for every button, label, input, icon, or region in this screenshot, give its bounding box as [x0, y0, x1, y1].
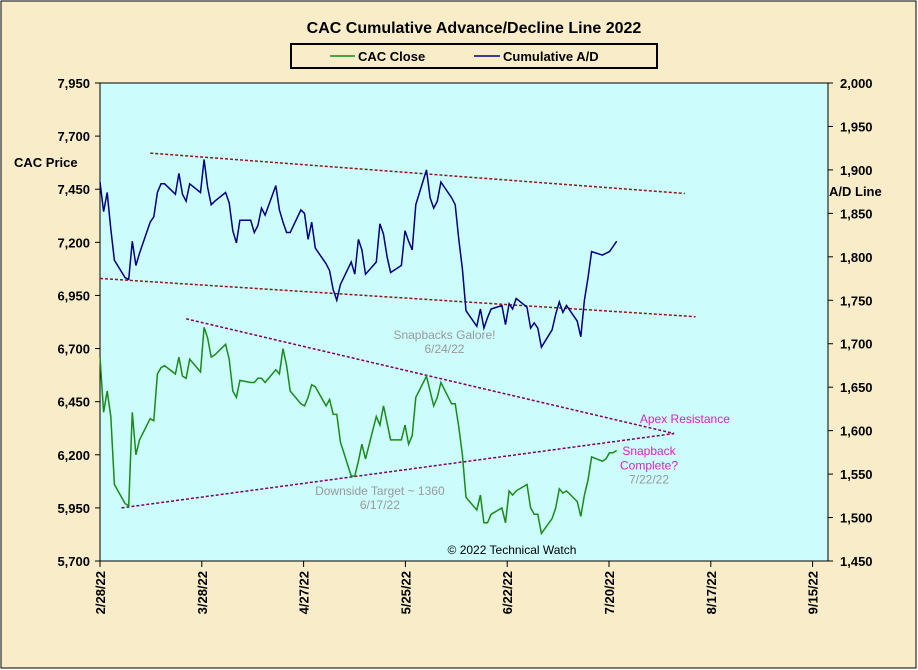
legend: CAC Close Cumulative A/D: [290, 43, 658, 69]
right-tick-label: 1,700: [840, 337, 873, 352]
left-tick-label: 7,700: [57, 129, 90, 144]
annotation-5: Complete?: [620, 459, 678, 473]
right-tick-label: 1,450: [840, 554, 873, 569]
plot-area: [99, 82, 829, 562]
right-axis: 1,450 1,500 1,550 1,600 1,650 1,700 1,750 1,800…: [828, 76, 873, 569]
annotations: Snapbacks Galore!6/24/22 Apex Resistance S…: [315, 328, 730, 512]
right-tick-label: 1,900: [840, 163, 873, 178]
trendline-1: [150, 152, 685, 195]
annotation-2: 6/24/22: [424, 342, 464, 356]
left-tick-label: 6,950: [57, 288, 90, 303]
right-tick-label: 1,950: [840, 119, 873, 134]
series-layer: [99, 159, 618, 536]
x-tick-label: 4/27/22: [297, 571, 312, 614]
annotation-1: Snapbacks Galore!: [393, 328, 495, 342]
x-tick-label: 3/28/22: [195, 571, 210, 614]
x-tick-label: 8/17/22: [704, 571, 719, 614]
annotation-4: Snapback: [622, 444, 676, 458]
x-tick-label: 6/22/22: [500, 571, 515, 614]
left-tick-label: 5,700: [57, 554, 90, 569]
right-tick-label: 1,550: [840, 467, 873, 482]
left-tick-label: 7,200: [57, 235, 90, 250]
chart-title: CAC Cumulative Advance/Decline Line 2022: [307, 20, 642, 37]
right-tick-label: 2,000: [840, 76, 873, 91]
x-tick-label: 2/28/22: [93, 571, 108, 614]
annotation-8: 6/17/22: [360, 498, 400, 512]
x-tick-label: 5/25/22: [398, 571, 413, 614]
left-tick-label: 6,700: [57, 342, 90, 357]
right-tick-label: 1,650: [840, 380, 873, 395]
cumulative-ad-line: [99, 159, 618, 350]
legend-label-cumulative-ad: Cumulative A/D: [503, 49, 599, 64]
left-axis-title: CAC Price: [14, 155, 78, 170]
right-tick-label: 1,500: [840, 511, 873, 526]
right-axis-title: A/D Line: [829, 184, 882, 199]
right-tick-label: 1,800: [840, 250, 873, 265]
annotation-3: Apex Resistance: [640, 412, 730, 426]
left-tick-label: 6,450: [57, 395, 90, 410]
left-tick-label: 6,200: [57, 448, 90, 463]
right-tick-label: 1,850: [840, 206, 873, 221]
legend-label-cac-close: CAC Close: [358, 49, 425, 64]
cac-close-line: [99, 327, 618, 536]
right-tick-label: 1,750: [840, 293, 873, 308]
annotation-6: 7/22/22: [629, 472, 669, 486]
right-tick-label: 1,600: [840, 424, 873, 439]
annotation-7: Downside Target ~ 1360: [315, 484, 445, 498]
copyright-notice: © 2022 Technical Watch: [448, 543, 577, 557]
trendlines: [99, 152, 696, 509]
x-tick-label: 9/15/22: [806, 571, 821, 614]
trendline-4: [121, 432, 675, 509]
left-axis: 5,700 5,950 6,200 6,450 6,700 6,950 7,200 7,450…: [57, 76, 100, 569]
trendline-3: [185, 318, 675, 435]
x-tick-label: 7/20/22: [602, 571, 617, 614]
left-tick-label: 7,450: [57, 182, 90, 197]
left-tick-label: 7,950: [57, 76, 90, 91]
trendline-2: [99, 277, 696, 318]
left-tick-label: 5,950: [57, 501, 90, 516]
x-axis: 2/28/22 3/28/22 4/27/22 5/25/22 6/22/22 7/20/…: [93, 561, 821, 614]
